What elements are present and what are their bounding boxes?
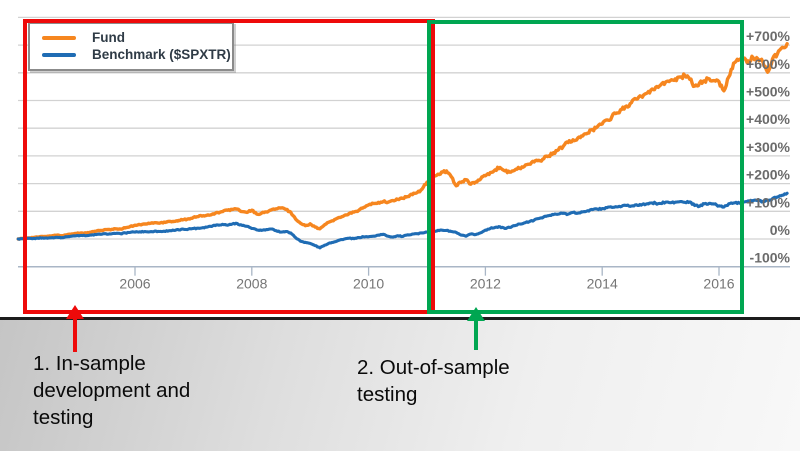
y-axis-label: +400% xyxy=(746,111,791,127)
x-axis-label: 2014 xyxy=(587,276,618,292)
legend-label-fund: Fund xyxy=(92,30,125,45)
y-axis-label: +300% xyxy=(746,139,791,155)
arrow-up-icon xyxy=(66,305,84,319)
in-sample-region-box xyxy=(23,19,435,314)
y-axis-label: 0% xyxy=(770,222,791,238)
benchmark-line-swatch xyxy=(42,52,76,57)
out-of-sample-region-box xyxy=(427,20,744,314)
in-sample-arrow xyxy=(66,305,84,352)
y-axis-label: +700% xyxy=(746,28,791,44)
benchmark-line xyxy=(16,191,789,250)
out-of-sample-arrow xyxy=(467,307,485,351)
legend-item-benchmark: Benchmark ($SPXTR) xyxy=(42,46,232,63)
slide-footer-panel xyxy=(0,320,800,451)
legend-label-benchmark: Benchmark ($SPXTR) xyxy=(92,47,231,62)
x-axis-label: 2008 xyxy=(236,276,267,292)
y-axis-label: +600% xyxy=(746,56,791,72)
x-axis-label: 2006 xyxy=(119,276,150,292)
y-axis-label: -100% xyxy=(750,250,791,266)
x-axis-label: 2016 xyxy=(703,276,734,292)
y-axis-label: +200% xyxy=(746,167,791,183)
arrow-up-icon xyxy=(467,307,485,321)
in-sample-caption: 1. In-sample development and testing xyxy=(33,352,191,429)
y-axis-label: +100% xyxy=(746,194,791,210)
chart-legend: Fund Benchmark ($SPXTR) xyxy=(28,22,234,71)
performance-chart: 2006 2008 2010 2012 2014 2016 +700% +600% +500% +… xyxy=(16,16,791,292)
fund-line xyxy=(16,42,789,241)
y-axis-label: +500% xyxy=(746,84,791,100)
out-of-sample-caption: 2. Out-of-sample testing xyxy=(357,356,510,406)
x-axis-label: 2010 xyxy=(353,276,384,292)
fund-line-swatch xyxy=(42,35,76,40)
legend-item-fund: Fund xyxy=(42,29,232,46)
slide-divider-line xyxy=(0,317,800,320)
x-axis-label: 2012 xyxy=(470,276,501,292)
